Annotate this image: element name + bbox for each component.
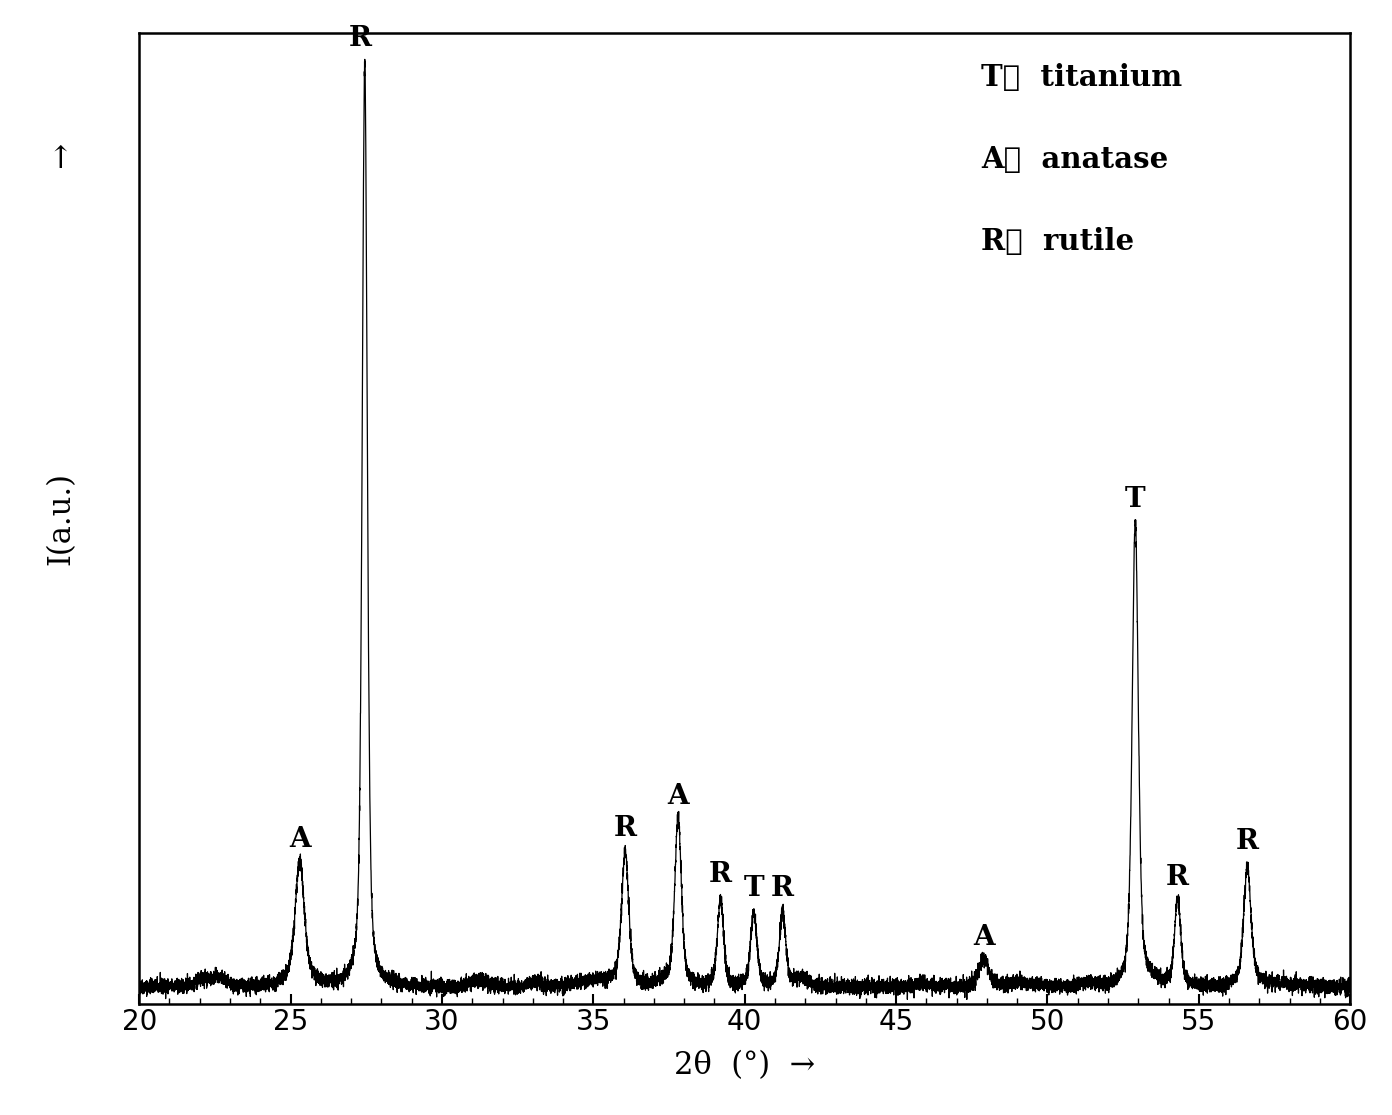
Text: R：  rutile: R： rutile xyxy=(981,227,1134,256)
Text: ↑: ↑ xyxy=(47,144,74,175)
Text: A：  anatase: A： anatase xyxy=(981,145,1168,174)
Text: T：  titanium: T： titanium xyxy=(981,62,1182,91)
Text: R: R xyxy=(349,25,372,52)
Text: A: A xyxy=(290,826,310,853)
Text: R: R xyxy=(1166,864,1189,891)
Text: T: T xyxy=(743,875,764,902)
X-axis label: 2θ  (°)  →: 2θ (°) → xyxy=(674,1050,816,1082)
Text: R: R xyxy=(1236,828,1258,855)
Text: A: A xyxy=(667,783,689,809)
Text: A: A xyxy=(973,923,995,951)
Text: R: R xyxy=(709,861,732,889)
Text: R: R xyxy=(771,875,793,902)
Text: I(a.u.): I(a.u.) xyxy=(45,472,77,565)
Text: T: T xyxy=(1125,486,1146,513)
Text: R: R xyxy=(614,815,636,842)
